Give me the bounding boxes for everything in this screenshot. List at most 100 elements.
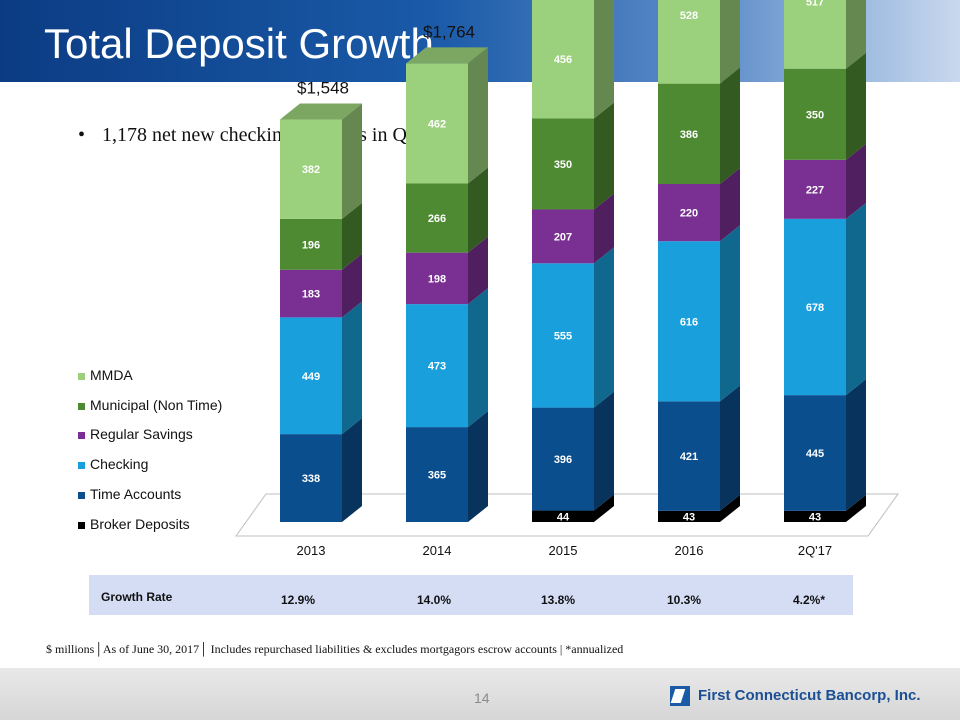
data-label: 350 xyxy=(554,159,572,171)
bar-segment-regular-savings xyxy=(532,209,594,264)
logo-mark-icon xyxy=(670,686,690,706)
data-label: 555 xyxy=(554,330,572,342)
stacked-bar-chart: 338 449 183 196 382 $1,548 2013 365 473 198 266 462… xyxy=(235,0,899,558)
bar-side-regular-savings xyxy=(468,236,488,305)
bar-segment-mmda xyxy=(406,63,468,184)
data-label: 678 xyxy=(806,302,824,314)
footer-bar: 14 First Connecticut Bancorp, Inc. xyxy=(0,668,960,720)
growth-rate-value: 10.3% xyxy=(666,593,702,607)
data-label: 43 xyxy=(683,511,695,523)
legend-item-municipal: Municipal (Non Time) xyxy=(78,397,278,417)
bar-segment-mmda xyxy=(280,119,342,219)
data-label: 517 xyxy=(806,0,824,9)
bar-side-regular-savings xyxy=(594,193,614,264)
bar-segment-regular-savings xyxy=(784,159,846,219)
bar-segment-municipal-non-time xyxy=(532,118,594,210)
legend-swatch-municipal xyxy=(78,403,85,410)
growth-rate-label: Growth Rate xyxy=(101,590,173,604)
bullet-symbol: • xyxy=(78,124,86,146)
growth-rate-value: 4.2%* xyxy=(792,593,826,607)
bar-segment-time-accounts xyxy=(280,434,342,522)
legend-swatch-checking xyxy=(78,462,85,469)
data-label: 421 xyxy=(680,451,698,463)
legend-item-mmda: MMDA xyxy=(78,367,278,387)
bar-top-face xyxy=(280,103,362,120)
legend-swatch-broker-deposits xyxy=(78,522,85,529)
legend-swatch-time-accounts xyxy=(78,492,85,499)
bar-side-mmda xyxy=(594,0,614,119)
data-label: 616 xyxy=(680,316,698,328)
data-label: 266 xyxy=(428,213,446,225)
data-label: 44 xyxy=(557,511,570,523)
bar-side-time-accounts xyxy=(720,385,740,511)
category-label: 2013 xyxy=(297,543,326,558)
bar-segment-checking xyxy=(532,263,594,408)
bar-side-municipal-non-time xyxy=(468,167,488,253)
bar-side-mmda xyxy=(468,47,488,184)
bar-segment-mmda xyxy=(784,0,846,69)
data-label: 43 xyxy=(809,511,821,523)
data-label: 198 xyxy=(428,273,446,285)
legend-swatch-regular-savings xyxy=(78,432,85,439)
bar-segment-broker-deposits xyxy=(784,510,846,522)
bar-side-time-accounts xyxy=(594,391,614,511)
data-label: 449 xyxy=(302,371,320,383)
bar-side-mmda xyxy=(342,103,362,219)
bar-segment-checking xyxy=(280,317,342,435)
bar-segment-time-accounts xyxy=(658,401,720,511)
bar-segment-checking xyxy=(406,304,468,428)
page-number: 14 xyxy=(474,690,490,706)
bar-side-time-accounts xyxy=(468,411,488,522)
bar-segment-broker-deposits xyxy=(658,510,720,522)
legend-label: Regular Savings xyxy=(90,426,193,442)
bar-segment-municipal-non-time xyxy=(406,183,468,253)
bar-side-time-accounts xyxy=(342,418,362,522)
bar-side-municipal-non-time xyxy=(594,102,614,210)
bar-side-checking xyxy=(468,288,488,428)
data-label: 445 xyxy=(806,448,824,460)
bar-segment-mmda xyxy=(658,0,720,84)
category-label: 2Q'17 xyxy=(798,543,832,558)
data-label: 473 xyxy=(428,361,446,373)
bar-side-mmda xyxy=(846,0,866,69)
bar-segment-time-accounts xyxy=(532,407,594,511)
legend-swatch-mmda xyxy=(78,373,85,380)
bar-side-broker-deposits xyxy=(846,494,866,522)
data-label: 227 xyxy=(806,184,824,196)
data-label: 528 xyxy=(680,10,698,22)
bar-segment-time-accounts xyxy=(406,427,468,522)
bar-side-regular-savings xyxy=(846,143,866,219)
bar-segment-regular-savings xyxy=(406,252,468,305)
data-label: 456 xyxy=(554,54,572,66)
bar-side-time-accounts xyxy=(846,379,866,511)
total-label: $1,764 xyxy=(423,22,475,41)
legend-label: Checking xyxy=(90,456,149,472)
bar-segment-time-accounts xyxy=(784,395,846,511)
bar-side-checking xyxy=(342,301,362,435)
data-label: 350 xyxy=(806,109,824,121)
data-label: 196 xyxy=(302,239,320,251)
bar-side-checking xyxy=(846,202,866,396)
legend-item-broker-deposits: Broker Deposits xyxy=(78,516,278,536)
footnote: $ millions│As of June 30, 2017│ Includes… xyxy=(46,642,624,656)
growth-rate-value: 13.8% xyxy=(540,593,576,607)
growth-rate-value: 12.9% xyxy=(280,593,316,607)
logo-text: First Connecticut Bancorp, Inc. xyxy=(698,687,921,704)
bar-top-face xyxy=(406,47,488,64)
total-label: $1,548 xyxy=(297,79,349,98)
bar-side-regular-savings xyxy=(342,253,362,318)
data-label: 462 xyxy=(428,118,446,130)
legend-item-time-accounts: Time Accounts xyxy=(78,486,278,506)
bar-side-broker-deposits xyxy=(594,494,614,522)
data-label: 220 xyxy=(680,208,698,220)
legend-label: Municipal (Non Time) xyxy=(90,397,223,413)
bar-segment-municipal-non-time xyxy=(280,218,342,270)
category-label: 2014 xyxy=(423,543,452,558)
bar-side-municipal-non-time xyxy=(846,52,866,160)
bar-side-checking xyxy=(720,225,740,402)
growth-rate-value: 14.0% xyxy=(416,593,452,607)
page-title: Total Deposit Growth xyxy=(44,20,434,67)
legend-label: Time Accounts xyxy=(90,486,182,502)
data-label: 338 xyxy=(302,473,320,485)
growth-rate-row: Growth Rate 12.9% 14.0% 13.8% 10.3% 4.2%… xyxy=(89,575,853,615)
